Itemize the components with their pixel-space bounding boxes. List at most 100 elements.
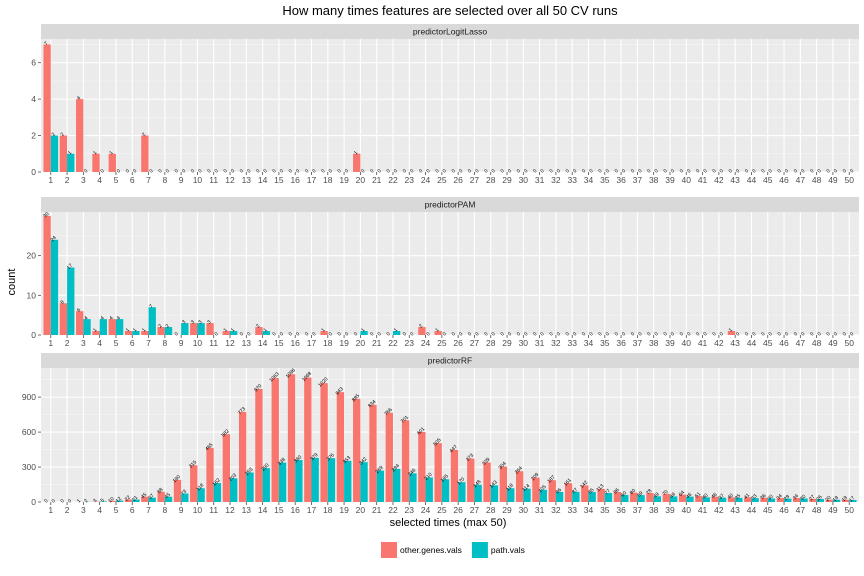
bar xyxy=(434,331,442,335)
x-tick-label: 3 xyxy=(81,175,86,185)
bar-value-label: 0 xyxy=(377,331,383,337)
x-tick-label: 36 xyxy=(616,338,626,348)
bar-value-label: 0 xyxy=(125,168,131,174)
bar xyxy=(213,483,222,502)
panel-background xyxy=(41,212,859,335)
bar-value-label: 2 xyxy=(157,323,163,329)
bar-value-label: 46 xyxy=(710,492,718,500)
bar xyxy=(115,500,124,502)
bar-value-label: 0 xyxy=(744,331,750,337)
bar xyxy=(490,485,499,502)
bar-value-label: 2 xyxy=(255,323,261,329)
bar xyxy=(467,458,475,502)
bar-value-label: 0 xyxy=(311,331,317,337)
facet-strip xyxy=(41,353,859,368)
bar xyxy=(776,498,785,502)
x-tick-label: 9 xyxy=(179,175,184,185)
bar-value-label: 0 xyxy=(711,168,717,174)
bar-value-label: 0 xyxy=(304,168,310,174)
bar xyxy=(418,327,426,335)
bar-value-label: 601 xyxy=(416,426,426,436)
bar-value-label: 0 xyxy=(679,168,685,174)
bar-value-label: 1 xyxy=(223,327,229,333)
bar xyxy=(418,431,426,502)
bar xyxy=(181,323,189,335)
bar xyxy=(841,499,850,502)
x-tick-label: 46 xyxy=(779,175,789,185)
bar-value-label: 1 xyxy=(353,150,359,156)
x-tick-label: 47 xyxy=(796,505,806,515)
bar-value-label: 0 xyxy=(825,331,831,337)
bar-value-label: 3 xyxy=(92,498,98,504)
bar-value-label: 0 xyxy=(809,168,815,174)
bar-value-label: 0 xyxy=(100,168,106,174)
bar-value-label: 379 xyxy=(309,452,319,462)
bar xyxy=(662,493,670,502)
x-tick-label: 6 xyxy=(130,175,135,185)
x-tick-label: 30 xyxy=(519,175,529,185)
x-tick-label: 21 xyxy=(372,175,382,185)
bar-value-label: 0 xyxy=(777,168,783,174)
x-tick-label: 42 xyxy=(714,175,724,185)
bar-value-label: 465 xyxy=(204,442,214,452)
bar xyxy=(304,377,312,502)
bar xyxy=(99,501,107,502)
bar-value-label: 0 xyxy=(67,498,73,504)
x-tick-label: 26 xyxy=(453,175,463,185)
bar-value-label: 0 xyxy=(597,331,603,337)
bar-value-label: 0 xyxy=(344,331,350,337)
x-tick-label: 29 xyxy=(502,175,512,185)
bar xyxy=(483,462,491,502)
bar xyxy=(124,331,133,335)
bar-value-label: 30 xyxy=(799,494,807,502)
bar-value-label: 0 xyxy=(230,168,236,174)
bar-value-label: 0 xyxy=(605,331,611,337)
x-tick-label: 19 xyxy=(339,175,349,185)
y-tick-label: 4 xyxy=(31,94,36,104)
bar-value-label: 0 xyxy=(500,331,506,337)
bar-value-label: 338 xyxy=(277,457,287,467)
bar xyxy=(67,267,75,335)
bar-value-label: 17 xyxy=(66,263,74,271)
bar-value-label: 162 xyxy=(212,477,222,487)
bar-value-label: 118 xyxy=(195,482,205,492)
bar-value-label: 0 xyxy=(670,331,676,337)
bar-value-label: 7 xyxy=(43,40,49,46)
bar-value-label: 0 xyxy=(409,331,415,337)
bar xyxy=(164,496,173,502)
bar-value-label: 0 xyxy=(255,168,261,174)
bar xyxy=(450,449,459,502)
bar xyxy=(320,383,328,502)
bar-value-label: 0 xyxy=(353,331,359,337)
x-tick-label: 27 xyxy=(470,338,480,348)
x-tick-label: 36 xyxy=(616,505,626,515)
bar-value-label: 0 xyxy=(751,331,757,337)
bar xyxy=(43,215,51,335)
bar-value-label: 80 xyxy=(629,488,637,496)
x-tick-label: 43 xyxy=(730,505,740,515)
bar-value-label: 142 xyxy=(579,480,589,490)
bar xyxy=(669,496,678,502)
bar xyxy=(532,477,540,502)
x-tick-label: 40 xyxy=(682,175,692,185)
x-tick-label: 49 xyxy=(828,175,838,185)
bar-value-label: 0 xyxy=(637,168,643,174)
x-tick-label: 31 xyxy=(535,338,545,348)
bar-value-label: 0 xyxy=(702,168,708,174)
facet-strip xyxy=(41,24,859,39)
bar xyxy=(767,498,776,502)
bar-value-label: 0 xyxy=(735,331,741,337)
bar xyxy=(99,319,107,335)
bar xyxy=(832,499,841,502)
bar-value-label: 1 xyxy=(262,327,268,333)
bar-value-label: 1 xyxy=(360,327,366,333)
x-tick-label: 48 xyxy=(812,338,822,348)
bar-value-label: 0 xyxy=(360,168,366,174)
bar-value-label: 203 xyxy=(228,472,238,482)
bar xyxy=(141,135,149,172)
bar-value-label: 29 xyxy=(783,494,791,502)
